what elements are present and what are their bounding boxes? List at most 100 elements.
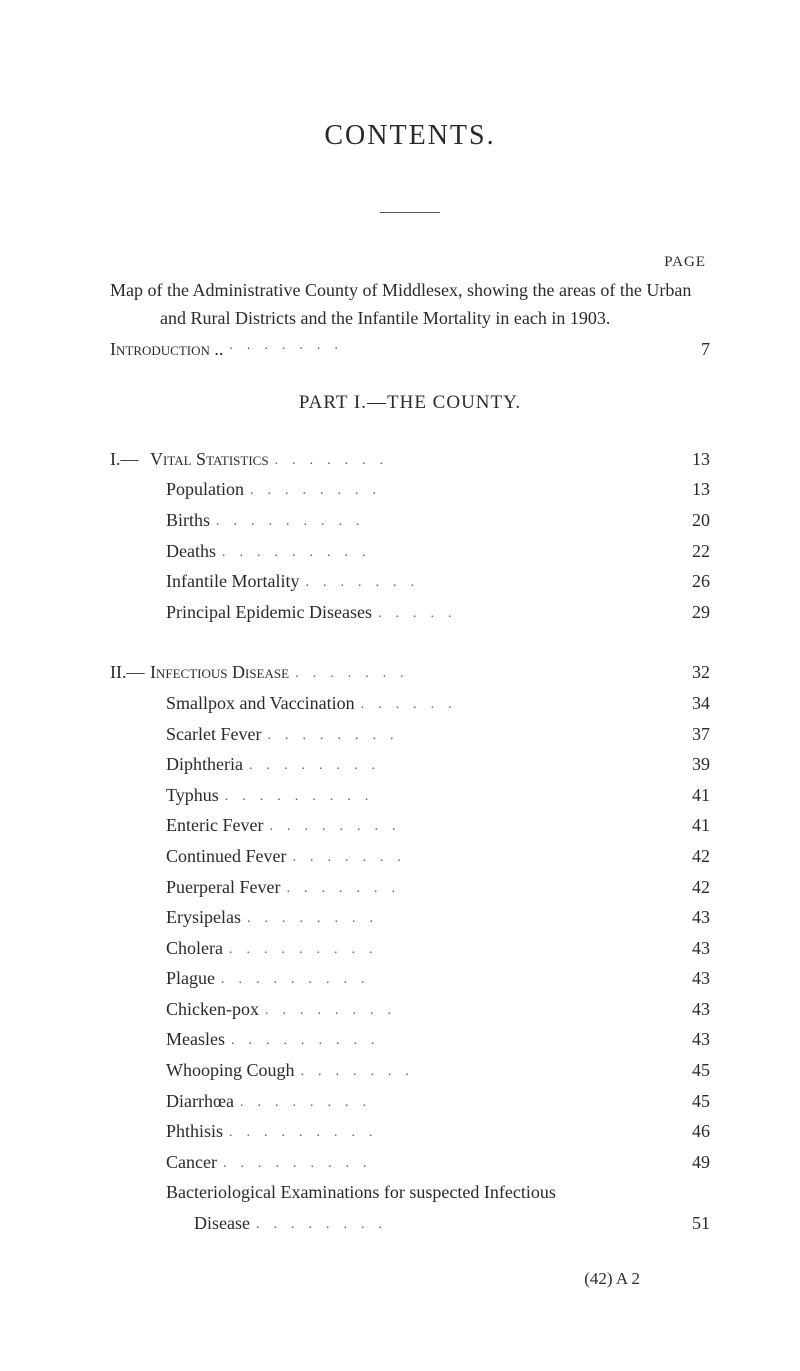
bacteriological-line1: Bacteriological Examinations for suspect… xyxy=(110,1177,710,1208)
leader-dots: ......... xyxy=(225,1029,662,1053)
leader-dots: ......... xyxy=(210,510,662,534)
introduction-row: Introduction .. ....... 7 xyxy=(110,339,710,360)
leader-dots: ....... xyxy=(295,1060,663,1084)
introduction-page: 7 xyxy=(670,339,710,360)
toc-row: Measles ......... 43 xyxy=(110,1024,710,1055)
toc-row: Births ......... 20 xyxy=(110,505,710,536)
toc-row: Deaths ......... 22 xyxy=(110,536,710,567)
disease-label: Disease xyxy=(194,1208,250,1239)
toc-label: Diarrhœa xyxy=(166,1086,234,1117)
toc-page: 39 xyxy=(662,749,710,780)
section-2: II.—Infectious Disease ....... 32 Smallp… xyxy=(110,657,710,1238)
leader-dots: ...... xyxy=(355,693,662,717)
page-label: PAGE xyxy=(110,254,710,271)
toc-row: Diarrhœa ........ 45 xyxy=(110,1086,710,1117)
toc-label: Erysipelas xyxy=(166,902,241,933)
disease-page: 51 xyxy=(662,1208,710,1239)
leader-dots: ....... xyxy=(280,877,662,901)
toc-page: 42 xyxy=(662,841,710,872)
toc-label: Phthisis xyxy=(166,1116,223,1147)
toc-label: Diphtheria xyxy=(166,749,243,780)
toc-row: Cholera ......... 43 xyxy=(110,933,710,964)
section-2-heading-row: II.—Infectious Disease ....... 32 xyxy=(110,657,710,688)
leader-dots: ........ xyxy=(244,479,662,503)
leader-dots: ....... xyxy=(223,338,670,359)
toc-label: Enteric Fever xyxy=(166,810,263,841)
section-2-heading-text: Infectious Disease xyxy=(150,662,289,682)
toc-row: Enteric Fever ........ 41 xyxy=(110,810,710,841)
toc-page: 49 xyxy=(662,1147,710,1178)
leader-dots: ....... xyxy=(289,662,662,686)
toc-label: Deaths xyxy=(166,536,216,567)
toc-page: 45 xyxy=(662,1055,710,1086)
toc-label: Typhus xyxy=(166,780,219,811)
toc-page: 20 xyxy=(662,505,710,536)
toc-page: 43 xyxy=(662,902,710,933)
toc-page: 26 xyxy=(662,566,710,597)
toc-label: Plague xyxy=(166,963,215,994)
leader-dots: ........ xyxy=(243,754,662,778)
section-1-roman: I.—Vital Statistics xyxy=(110,444,269,475)
toc-page: 45 xyxy=(662,1086,710,1117)
toc-page: 43 xyxy=(662,1024,710,1055)
toc-row: Infantile Mortality ....... 26 xyxy=(110,566,710,597)
toc-row: Erysipelas ........ 43 xyxy=(110,902,710,933)
toc-row: Principal Epidemic Diseases ..... 29 xyxy=(110,597,710,628)
toc-page: 29 xyxy=(662,597,710,628)
toc-page: 34 xyxy=(662,688,710,719)
toc-row: Scarlet Fever ........ 37 xyxy=(110,719,710,750)
leader-dots: ........ xyxy=(259,999,662,1023)
leader-dots: ......... xyxy=(217,1152,662,1176)
toc-row: Phthisis ......... 46 xyxy=(110,1116,710,1147)
leader-dots: ..... xyxy=(372,602,662,626)
section-2-roman: II.—Infectious Disease xyxy=(110,657,289,688)
toc-label: Principal Epidemic Diseases xyxy=(166,597,372,628)
toc-page: 41 xyxy=(662,780,710,811)
toc-label: Cancer xyxy=(166,1147,217,1178)
toc-row: Typhus ......... 41 xyxy=(110,780,710,811)
footer-signature: (42) A 2 xyxy=(110,1269,710,1289)
introduction-label: Introduction .. xyxy=(110,339,223,360)
toc-row: Plague ......... 43 xyxy=(110,963,710,994)
toc-label: Scarlet Fever xyxy=(166,719,261,750)
toc-row: Puerperal Fever ....... 42 xyxy=(110,872,710,903)
section-1-heading-text: Vital Statistics xyxy=(150,449,269,469)
divider-rule xyxy=(110,200,710,218)
section-2-heading-page: 32 xyxy=(662,657,710,688)
toc-row: Smallpox and Vaccination ...... 34 xyxy=(110,688,710,719)
bacteriological-line2: Disease ........ 51 xyxy=(110,1208,710,1239)
leader-dots: ......... xyxy=(219,785,662,809)
toc-label: Cholera xyxy=(166,933,223,964)
toc-page: 13 xyxy=(662,474,710,505)
toc-page: 41 xyxy=(662,810,710,841)
toc-label: Births xyxy=(166,505,210,536)
toc-label: Chicken-pox xyxy=(166,994,259,1025)
leader-dots: ....... xyxy=(286,846,662,870)
toc-row: Whooping Cough ....... 45 xyxy=(110,1055,710,1086)
leader-dots: ....... xyxy=(269,449,662,473)
toc-page: 43 xyxy=(662,994,710,1025)
bacteriological-text: Bacteriological Examinations for suspect… xyxy=(166,1177,556,1208)
toc-row: Cancer ......... 49 xyxy=(110,1147,710,1178)
toc-row: Population ........ 13 xyxy=(110,474,710,505)
part-heading: PART I.—THE COUNTY. xyxy=(110,392,710,414)
leader-dots: ........ xyxy=(250,1213,662,1237)
leader-dots: ........ xyxy=(261,724,662,748)
toc-page: 43 xyxy=(662,933,710,964)
leader-dots: ........ xyxy=(241,907,662,931)
toc-page: 22 xyxy=(662,536,710,567)
section-1: I.—Vital Statistics ....... 13 Populatio… xyxy=(110,444,710,628)
toc-label: Measles xyxy=(166,1024,225,1055)
leader-dots: ......... xyxy=(215,968,662,992)
toc-label: Whooping Cough xyxy=(166,1055,295,1086)
toc-page: 46 xyxy=(662,1116,710,1147)
toc-row: Chicken-pox ........ 43 xyxy=(110,994,710,1025)
toc-row: Continued Fever ....... 42 xyxy=(110,841,710,872)
toc-label: Continued Fever xyxy=(166,841,286,872)
toc-row: Diphtheria ........ 39 xyxy=(110,749,710,780)
leader-dots: ........ xyxy=(263,815,662,839)
toc-label: Infantile Mortality xyxy=(166,566,299,597)
section-1-heading-page: 13 xyxy=(662,444,710,475)
toc-page: 42 xyxy=(662,872,710,903)
toc-label: Population xyxy=(166,474,244,505)
